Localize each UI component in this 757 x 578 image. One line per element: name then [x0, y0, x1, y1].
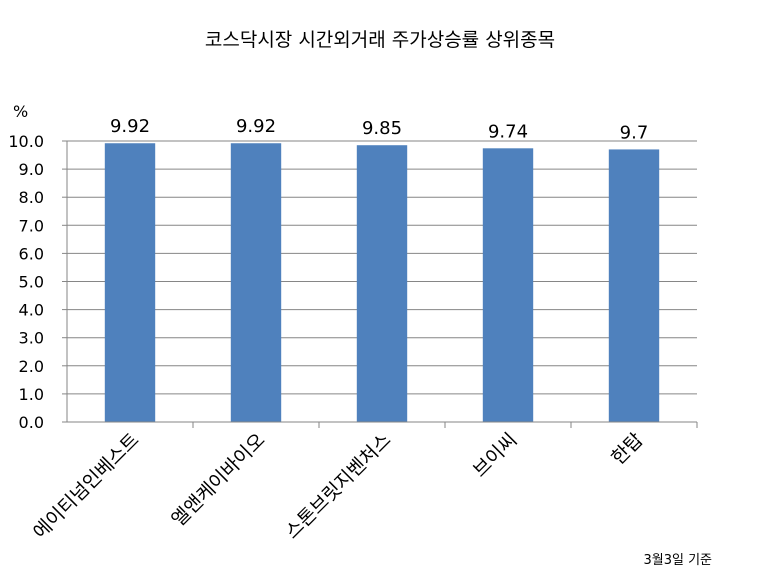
y-tick-label: 1.0	[19, 385, 44, 404]
chart-title: 코스닥시장 시간외거래 주가상승률 상위종목	[205, 29, 555, 51]
category-labels: 에이티넘인베스트 엘앤케이바이오 스톤브릿지벤처스 브이씨 한탑	[29, 429, 647, 543]
category-label: 한탑	[607, 429, 647, 469]
bar	[482, 148, 534, 422]
data-label: 9.7	[620, 122, 649, 143]
bar	[356, 145, 408, 422]
y-tick-label: 9.0	[19, 160, 44, 179]
data-label: 9.92	[110, 116, 150, 137]
y-tick-label: 3.0	[19, 329, 44, 348]
y-tick-label: 0.0	[19, 413, 44, 432]
data-label: 9.85	[362, 118, 402, 139]
data-label: 9.74	[488, 121, 528, 142]
y-tick-label: 7.0	[19, 216, 44, 235]
date-note: 3월3일 기준	[643, 553, 712, 568]
bar	[104, 143, 156, 423]
category-label: 스톤브릿지벤처스	[281, 429, 395, 543]
category-label: 에이티넘인베스트	[29, 429, 143, 543]
bar	[230, 143, 282, 423]
data-labels: 9.92 9.92 9.85 9.74 9.7	[110, 116, 648, 143]
data-label: 9.92	[236, 116, 276, 137]
category-label: 브이씨	[469, 429, 522, 482]
y-tick-label: 8.0	[19, 188, 44, 207]
y-axis-unit: %	[13, 102, 28, 121]
y-tick-label: 5.0	[19, 273, 44, 292]
y-axis-ticks: 0.0 1.0 2.0 3.0 4.0 5.0 6.0 7.0 8.0 9.0 10.0	[8, 132, 44, 432]
y-tick-label: 10.0	[8, 132, 44, 151]
y-tick-label: 6.0	[19, 244, 44, 263]
axes	[62, 140, 698, 428]
y-tick-label: 4.0	[19, 301, 44, 320]
y-tick-label: 2.0	[19, 357, 44, 376]
bar	[608, 149, 660, 422]
bars	[104, 143, 660, 423]
category-label: 엘앤케이바이오	[167, 429, 269, 531]
